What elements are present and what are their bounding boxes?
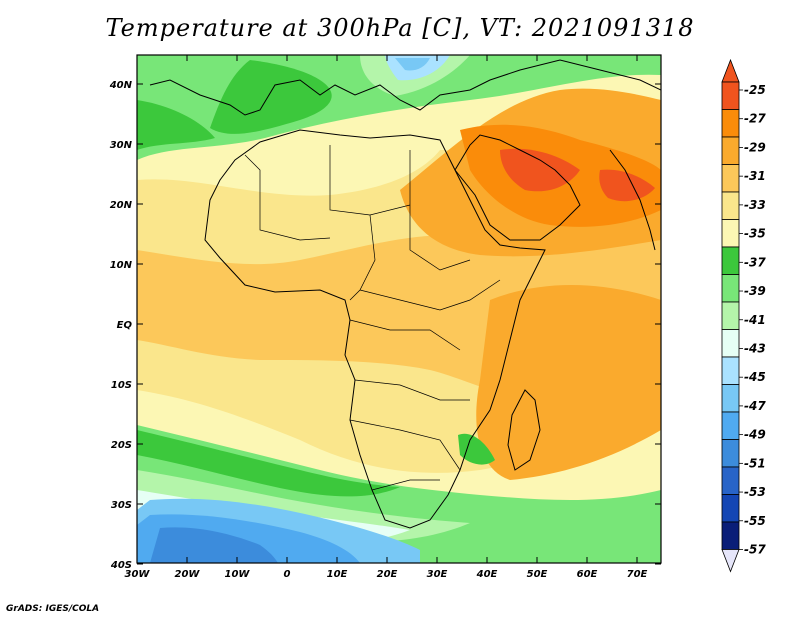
colorbar-swatch bbox=[721, 109, 740, 138]
lon-label: 10W bbox=[225, 569, 251, 580]
colorbar-label: -41 bbox=[744, 313, 766, 327]
lat-label: 10S bbox=[111, 380, 132, 391]
colorbar-swatch bbox=[721, 191, 740, 220]
lat-label: 30S bbox=[111, 500, 132, 511]
lat-label: 40S bbox=[110, 560, 132, 571]
lon-label: 30W bbox=[125, 569, 151, 580]
coastlines bbox=[149, 59, 661, 529]
warm-core-max-2 bbox=[599, 169, 655, 202]
colorbar-label: -53 bbox=[744, 485, 766, 499]
colorbar-label: -57 bbox=[744, 543, 766, 557]
colorbar-swatch bbox=[721, 81, 740, 110]
lat-label: 20S bbox=[111, 440, 132, 451]
colorbar-swatch bbox=[721, 164, 740, 193]
temperature-field bbox=[137, 55, 661, 563]
colorbar-swatch bbox=[721, 384, 740, 413]
colorbar-swatch bbox=[721, 246, 740, 275]
cold-band-south-dark bbox=[137, 430, 400, 497]
colorbar: -25 -27 -29 -31 -33 -35 -37 -39 -41 -43 -45 -47 -49 -… bbox=[721, 58, 766, 573]
colorbar-label: -29 bbox=[744, 140, 766, 154]
latitude-axis: 40N 30N 20N 10N EQ 10S 20S 30S 40S bbox=[109, 80, 661, 571]
cold-patch-west bbox=[137, 100, 215, 150]
map-title: Temperature at 300hPa [C], VT: 202109131… bbox=[105, 14, 695, 42]
colorbar-swatch bbox=[721, 136, 740, 165]
colorbar-swatch bbox=[721, 494, 740, 523]
colorbar-label: -33 bbox=[744, 198, 766, 212]
lat-label: 30N bbox=[110, 140, 133, 151]
lon-label: 60E bbox=[577, 569, 598, 580]
lon-label: 50E bbox=[527, 569, 548, 580]
colorbar-label: -27 bbox=[744, 112, 766, 126]
longitude-axis: 30W 20W 10W 0 10E 20E 30E 40E 50E 60E 70E bbox=[125, 55, 648, 580]
colorbar-label: -47 bbox=[744, 399, 766, 413]
colorbar-swatch bbox=[721, 439, 740, 468]
colorbar-label: -37 bbox=[744, 255, 766, 269]
colorbar-label: -55 bbox=[744, 514, 766, 528]
cold-band-north-dark bbox=[210, 60, 332, 134]
coastline-africa bbox=[204, 129, 546, 529]
lat-label: 20N bbox=[110, 200, 133, 211]
colorbar-label: -51 bbox=[744, 456, 766, 470]
colorbar-label: -45 bbox=[744, 370, 766, 384]
cold-patch-greece-2 bbox=[395, 58, 430, 71]
country-borders bbox=[244, 145, 501, 491]
colorbar-swatch bbox=[721, 329, 740, 358]
lon-label: 70E bbox=[627, 569, 648, 580]
lon-label: 40E bbox=[476, 569, 498, 580]
coastline-india bbox=[609, 149, 656, 251]
colorbar-label: -43 bbox=[744, 341, 766, 355]
lat-label: 10N bbox=[110, 260, 133, 271]
credit-label: GrADS: IGES/COLA bbox=[6, 604, 100, 614]
map-frame bbox=[136, 54, 662, 564]
cold-patch-madagascar bbox=[458, 433, 495, 465]
warm-core-max bbox=[500, 148, 580, 192]
colorbar-label: -49 bbox=[744, 428, 766, 442]
warm-patch-atlantic bbox=[137, 264, 230, 302]
colorbar-swatch bbox=[721, 301, 740, 330]
lon-label: 10E bbox=[327, 569, 348, 580]
coastline-europe bbox=[149, 59, 661, 116]
lon-label: 30E bbox=[427, 569, 448, 580]
warm-patch-indian-ocean bbox=[476, 285, 661, 480]
coastline-arabia bbox=[454, 134, 581, 241]
colorbar-swatch bbox=[721, 219, 740, 248]
lat-label: 40N bbox=[109, 80, 133, 91]
colorbar-top-arrow bbox=[721, 58, 740, 83]
lon-label: 0 bbox=[284, 569, 291, 580]
colorbar-label: -31 bbox=[744, 169, 766, 183]
cold-band-south-light bbox=[137, 470, 470, 542]
lon-label: 20W bbox=[175, 569, 201, 580]
lon-label: 20E bbox=[377, 569, 398, 580]
colorbar-swatch bbox=[721, 466, 740, 495]
colorbar-swatch bbox=[721, 274, 740, 303]
lat-label: EQ bbox=[117, 320, 133, 331]
coastline-madagascar bbox=[507, 389, 541, 471]
colorbar-label: -25 bbox=[744, 83, 766, 97]
colorbar-swatch bbox=[721, 411, 740, 440]
colorbar-label: -39 bbox=[744, 284, 766, 298]
cold-core-south-3 bbox=[150, 527, 278, 563]
colorbar-bottom-arrow bbox=[721, 549, 740, 573]
colorbar-label: -35 bbox=[744, 227, 766, 241]
colorbar-swatch bbox=[721, 356, 740, 385]
colorbar-swatch bbox=[721, 521, 740, 550]
